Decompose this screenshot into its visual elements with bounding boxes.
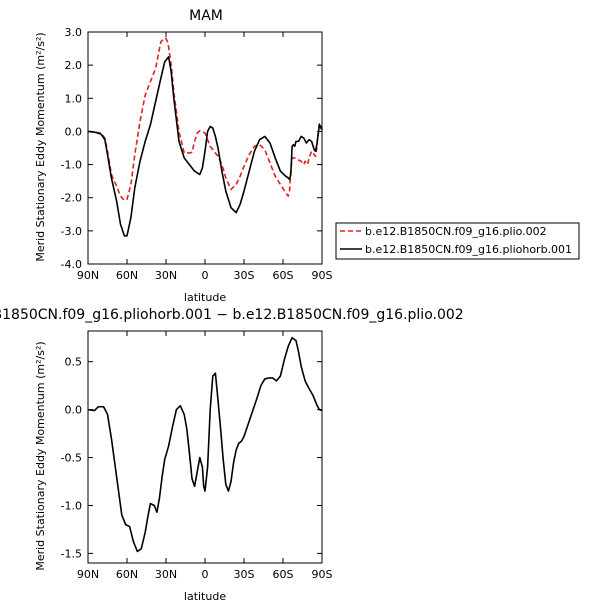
bottom-x-tick-label: 60S — [273, 568, 294, 581]
top-x-tick-label: 90N — [77, 269, 99, 282]
bottom-plot-frame — [87, 330, 323, 564]
bottom-series-line-0 — [87, 336, 323, 553]
top-y-tick-label: -2.0 — [61, 192, 82, 205]
bottom-y-tick-label: -1.0 — [61, 499, 82, 512]
bottom-x-tick-label: 60N — [116, 568, 138, 581]
top-chart-title: MAM — [189, 8, 223, 24]
top-x-tick-label: 0 — [202, 269, 209, 282]
top-x-tick-label: 30S — [234, 269, 255, 282]
top-x-axis-label: latitude — [184, 291, 226, 304]
legend-label-pliohorb: b.e12.B1850CN.f09_g16.pliohorb.001 — [365, 243, 572, 256]
top-y-tick-label: 3.0 — [65, 26, 83, 39]
bottom-x-tick-label: 30N — [155, 568, 177, 581]
top-x-tick-label: 90S — [312, 269, 333, 282]
bottom-y-tick-label: -0.5 — [61, 452, 82, 465]
top-y-tick-label: 2.0 — [65, 59, 83, 72]
top-y-axis-label: Merid Stationary Eddy Momentum (m²/s²) — [34, 32, 47, 261]
top-panel: MAM Merid Stationary Eddy Momentum (m²/s… — [34, 8, 333, 304]
bottom-x-tick-label: 90N — [77, 568, 99, 581]
legend-label-plio: b.e12.B1850CN.f09_g16.plio.002 — [365, 225, 547, 238]
bottom-y-tick-label: 0.5 — [65, 356, 83, 369]
legend-box — [335, 222, 580, 260]
bottom-y-tick-label: -1.5 — [61, 547, 82, 560]
bottom-x-tick-label: 30S — [234, 568, 255, 581]
top-x-tick-label: 60S — [273, 269, 294, 282]
top-x-tick-label: 60N — [116, 269, 138, 282]
top-y-tick-label: -3.0 — [61, 225, 82, 238]
bottom-chart-title: b.e12.B1850CN.f09_g16.pliohorb.001 − b.e… — [0, 307, 464, 323]
top-series-line-0 — [87, 37, 323, 202]
legend: b.e12.B1850CN.f09_g16.plio.002 b.e12.B18… — [335, 222, 580, 260]
bottom-x-tick-label: 90S — [312, 568, 333, 581]
bottom-y-axis-label: Merid Stationary Eddy Momentum (m²/s²) — [34, 341, 47, 570]
top-x-tick-label: 30N — [155, 269, 177, 282]
bottom-x-axis-label: latitude — [184, 590, 226, 603]
bottom-x-tick-label: 0 — [202, 568, 209, 581]
top-y-tick-label: -4.0 — [61, 258, 82, 271]
top-y-tick-label: -1.0 — [61, 159, 82, 172]
bottom-y-tick-label: 0.0 — [65, 404, 83, 417]
top-y-tick-label: 0.0 — [65, 125, 83, 138]
top-y-tick-label: 1.0 — [65, 92, 83, 105]
top-series-line-1 — [87, 56, 323, 237]
bottom-panel: b.e12.B1850CN.f09_g16.pliohorb.001 − b.e… — [0, 307, 464, 603]
